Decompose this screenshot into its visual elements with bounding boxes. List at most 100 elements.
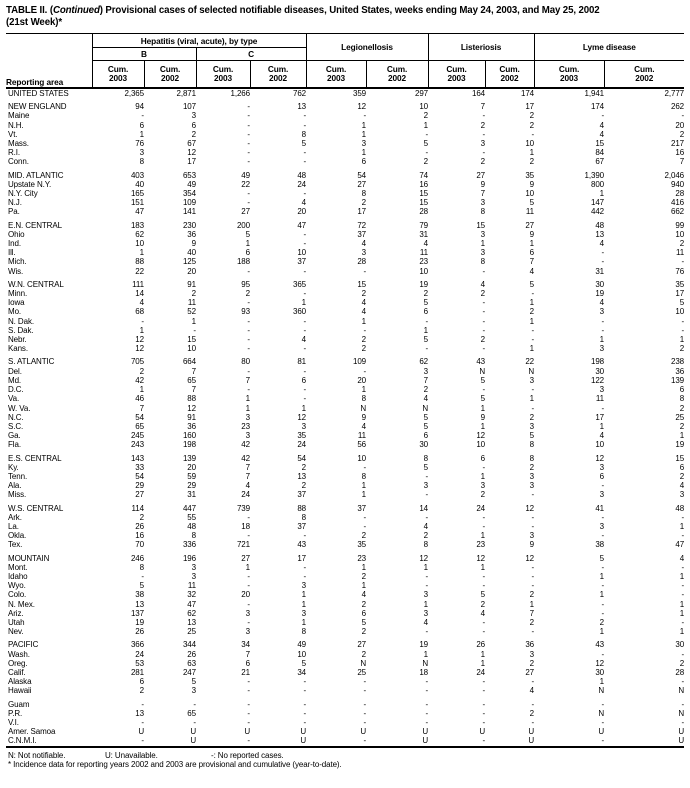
- value-cell: 1: [480, 471, 486, 481]
- value-cell: -: [247, 266, 250, 276]
- value-cell: -: [482, 148, 486, 158]
- value-cell: 2: [361, 571, 367, 581]
- value-cell: 2: [361, 531, 367, 541]
- value-cell: -: [531, 627, 535, 637]
- value-cell: 1: [599, 335, 605, 345]
- value-cell: 14: [135, 289, 144, 299]
- value-cell: 37: [297, 521, 307, 531]
- reporting-area-cell: Maine: [8, 111, 30, 121]
- value-cell: -: [531, 289, 535, 299]
- value-cell: -: [531, 677, 535, 687]
- value-cell: -: [425, 129, 429, 139]
- reporting-area-cell: S.C.: [8, 421, 24, 431]
- value-cell: 88: [135, 257, 144, 267]
- value-cell: 20: [675, 120, 685, 130]
- value-cell: -: [141, 111, 144, 121]
- value-cell: 6: [245, 658, 250, 668]
- value-cell: 62: [135, 229, 144, 239]
- value-cell: 40: [135, 179, 144, 189]
- reporting-area-cell: Wis.: [8, 266, 24, 276]
- value-cell: 5: [480, 590, 486, 600]
- title-prefix: TABLE II. (: [6, 5, 53, 16]
- value-cell: 143: [130, 453, 144, 463]
- value-cell: 48: [187, 521, 196, 531]
- value-cell: 12: [476, 553, 486, 563]
- table-row: D.C. 1 7 - - 1 2 - - 3 6: [6, 385, 684, 394]
- value-cell: -: [531, 490, 535, 500]
- value-cell: -: [681, 316, 685, 326]
- value-cell: -: [681, 111, 685, 121]
- value-cell: -: [247, 531, 250, 541]
- value-cell: 1: [245, 403, 250, 413]
- value-cell: 47: [135, 207, 144, 217]
- value-cell: 2: [679, 471, 685, 481]
- reporting-area-cell: Va.: [8, 394, 20, 404]
- value-cell: -: [601, 325, 605, 335]
- value-cell: 2: [529, 111, 535, 121]
- value-cell: 3: [301, 421, 307, 431]
- value-cell: 70: [135, 540, 144, 550]
- value-cell: 49: [187, 179, 196, 189]
- footnote-legend: N: Not notifiable. U: Unavailable. -: No r…: [8, 751, 684, 761]
- table-row: Ga. 245 160 3 35 11 6 12 5 4 1: [6, 431, 684, 440]
- value-cell: -: [482, 581, 486, 591]
- value-cell: 9: [529, 179, 535, 189]
- value-cell: 65: [187, 708, 196, 718]
- value-cell: U: [250, 736, 306, 748]
- value-cell: 8: [529, 453, 535, 463]
- value-cell: 8: [139, 562, 144, 572]
- table-row: Ind. 10 9 1 - 4 4 1 1 4 2: [6, 239, 684, 248]
- value-cell: 93: [241, 307, 250, 317]
- value-cell: 4: [480, 608, 486, 618]
- value-cell: 1: [361, 129, 367, 139]
- value-cell: 3: [191, 111, 196, 121]
- value-cell: 25: [675, 412, 685, 422]
- value-cell: 139: [670, 375, 685, 385]
- value-cell: 20: [241, 590, 250, 600]
- value-cell: 2: [529, 120, 535, 130]
- value-cell: 36: [187, 229, 196, 239]
- value-cell: 99: [675, 220, 685, 230]
- value-cell: 1: [599, 590, 605, 600]
- value-cell: U: [360, 727, 367, 737]
- value-cell: -: [141, 718, 144, 727]
- value-cell: 247: [182, 667, 196, 677]
- value-cell: 174: [590, 102, 605, 112]
- value-cell: 5: [301, 658, 307, 668]
- value-cell: 141: [182, 207, 196, 217]
- value-cell: 35: [525, 170, 535, 180]
- value-cell: -: [601, 581, 605, 591]
- value-cell: 109: [182, 198, 196, 208]
- value-cell: 2: [245, 289, 250, 299]
- value-cell: 1: [679, 521, 685, 531]
- value-cell: 12: [297, 412, 307, 422]
- value-cell: -: [681, 617, 685, 627]
- reporting-area-cell: W.N. CENTRAL: [8, 279, 64, 289]
- value-cell: 2: [529, 658, 535, 668]
- value-cell: -: [247, 385, 250, 395]
- value-cell: 1: [480, 649, 486, 659]
- value-cell: 8: [423, 540, 429, 550]
- value-cell: 1: [679, 608, 685, 618]
- value-cell: 53: [135, 658, 144, 668]
- value-cell: 17: [357, 207, 367, 217]
- value-cell: 30: [675, 640, 685, 650]
- value-cell: -: [247, 111, 250, 121]
- table-row: N. Mex. 13 47 - 1 2 1 2 1 - 1: [6, 600, 684, 609]
- value-cell: 5: [423, 462, 429, 472]
- value-cell: 3: [301, 581, 307, 591]
- title-continued: Continued: [52, 5, 100, 16]
- value-cell: 940: [670, 179, 685, 189]
- value-cell: 33: [135, 462, 144, 472]
- value-cell: 5: [191, 677, 196, 687]
- value-cell: 6: [191, 120, 196, 130]
- value-cell: 37: [357, 229, 367, 239]
- value-cell: -: [363, 366, 367, 376]
- value-cell: U: [479, 727, 486, 737]
- value-cell: 1: [139, 248, 144, 258]
- hepatitis-b-header: B: [92, 47, 197, 61]
- value-cell: 30: [595, 667, 605, 677]
- value-cell: 4: [423, 239, 429, 249]
- value-cell: 10: [297, 649, 307, 659]
- header-row-subgroups: B C: [6, 47, 684, 61]
